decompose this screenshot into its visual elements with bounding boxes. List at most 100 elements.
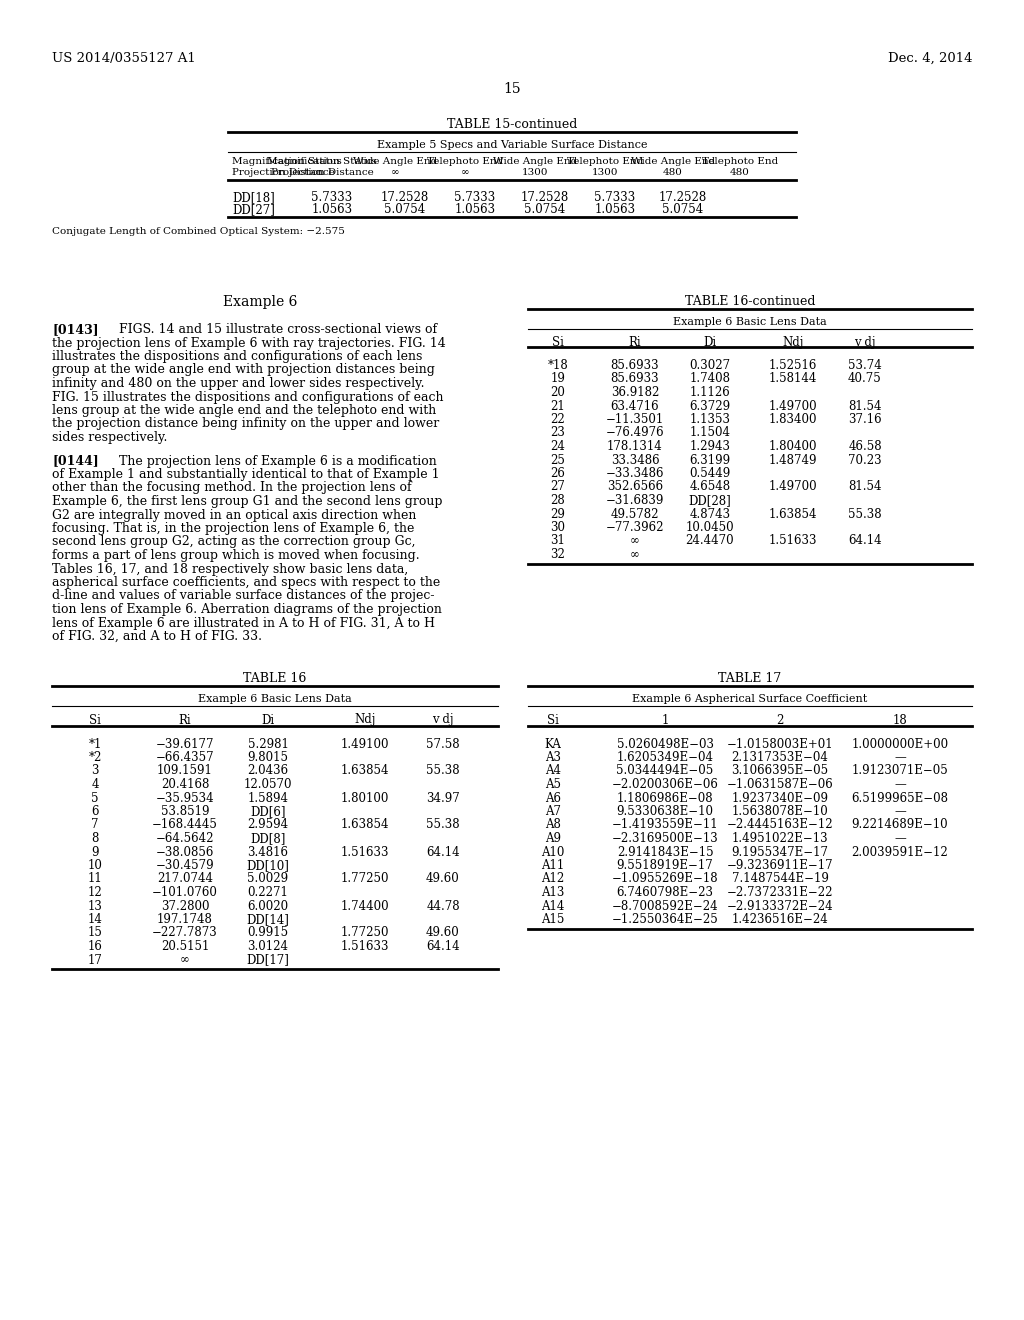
Text: −227.7873: −227.7873 xyxy=(153,927,218,940)
Text: 0.5449: 0.5449 xyxy=(689,467,731,480)
Text: 1.1353: 1.1353 xyxy=(689,413,730,426)
Text: 22: 22 xyxy=(551,413,565,426)
Text: aspherical surface coefficients, and specs with respect to the: aspherical surface coefficients, and spe… xyxy=(52,576,440,589)
Text: 5.0754: 5.0754 xyxy=(524,203,565,216)
Text: 33.3486: 33.3486 xyxy=(610,454,659,466)
Text: 9.5518919E−17: 9.5518919E−17 xyxy=(616,859,714,873)
Text: 12: 12 xyxy=(88,886,102,899)
Text: A6: A6 xyxy=(545,792,561,804)
Text: 6.7460798E−23: 6.7460798E−23 xyxy=(616,886,714,899)
Text: 4.8743: 4.8743 xyxy=(689,507,730,520)
Text: —: — xyxy=(894,805,906,818)
Text: Di: Di xyxy=(261,714,274,726)
Text: KA: KA xyxy=(545,738,561,751)
Text: Wide Angle End: Wide Angle End xyxy=(493,157,578,166)
Text: TABLE 15-continued: TABLE 15-continued xyxy=(446,117,578,131)
Text: A3: A3 xyxy=(545,751,561,764)
Text: 1.9123071E−05: 1.9123071E−05 xyxy=(852,764,948,777)
Text: 1.4951022E−13: 1.4951022E−13 xyxy=(732,832,828,845)
Text: −2.3169500E−13: −2.3169500E−13 xyxy=(611,832,719,845)
Text: Ndj: Ndj xyxy=(782,337,804,348)
Text: −30.4579: −30.4579 xyxy=(156,859,214,873)
Text: TABLE 16: TABLE 16 xyxy=(244,672,306,685)
Text: focusing. That is, in the projection lens of Example 6, the: focusing. That is, in the projection len… xyxy=(52,521,415,535)
Text: 1.51633: 1.51633 xyxy=(341,846,389,858)
Text: 1.0563: 1.0563 xyxy=(455,203,496,216)
Text: Projection Distance: Projection Distance xyxy=(270,168,374,177)
Text: 1.4236516E−24: 1.4236516E−24 xyxy=(731,913,828,927)
Text: 3.1066395E−05: 3.1066395E−05 xyxy=(731,764,828,777)
Text: 64.14: 64.14 xyxy=(426,940,460,953)
Text: −1.2550364E−25: −1.2550364E−25 xyxy=(611,913,719,927)
Text: Si: Si xyxy=(547,714,559,726)
Text: illustrates the dispositions and configurations of each lens: illustrates the dispositions and configu… xyxy=(52,350,422,363)
Text: infinity and 480 on the upper and lower sides respectively.: infinity and 480 on the upper and lower … xyxy=(52,378,425,389)
Text: FIGS. 14 and 15 illustrate cross-sectional views of: FIGS. 14 and 15 illustrate cross-section… xyxy=(106,323,437,337)
Text: 32: 32 xyxy=(551,548,565,561)
Text: 1.0563: 1.0563 xyxy=(595,203,636,216)
Text: 44.78: 44.78 xyxy=(426,899,460,912)
Text: 5.0344494E−05: 5.0344494E−05 xyxy=(616,764,714,777)
Text: 480: 480 xyxy=(664,168,683,177)
Text: US 2014/0355127 A1: US 2014/0355127 A1 xyxy=(52,51,196,65)
Text: A13: A13 xyxy=(542,886,564,899)
Text: −2.7372331E−22: −2.7372331E−22 xyxy=(727,886,834,899)
Text: Tables 16, 17, and 18 respectively show basic lens data,: Tables 16, 17, and 18 respectively show … xyxy=(52,562,409,576)
Text: 1.74400: 1.74400 xyxy=(341,899,389,912)
Text: −1.4193559E−11: −1.4193559E−11 xyxy=(611,818,718,832)
Text: −8.7008592E−24: −8.7008592E−24 xyxy=(611,899,718,912)
Text: Si: Si xyxy=(552,337,564,348)
Text: Ri: Ri xyxy=(629,337,641,348)
Text: [0144]: [0144] xyxy=(52,454,98,467)
Text: 6.3199: 6.3199 xyxy=(689,454,730,466)
Text: Telephoto End: Telephoto End xyxy=(427,157,503,166)
Text: 14: 14 xyxy=(88,913,102,927)
Text: 1.51633: 1.51633 xyxy=(769,535,817,548)
Text: TABLE 16-continued: TABLE 16-continued xyxy=(685,294,815,308)
Text: 20: 20 xyxy=(551,385,565,399)
Text: 5.0029: 5.0029 xyxy=(248,873,289,886)
Text: 4: 4 xyxy=(91,777,98,791)
Text: 55.38: 55.38 xyxy=(426,764,460,777)
Text: 1.1504: 1.1504 xyxy=(689,426,730,440)
Text: 2.0039591E−12: 2.0039591E−12 xyxy=(852,846,948,858)
Text: 1.48749: 1.48749 xyxy=(769,454,817,466)
Text: TABLE 17: TABLE 17 xyxy=(719,672,781,685)
Text: A12: A12 xyxy=(542,873,564,886)
Text: 2.9141843E−15: 2.9141843E−15 xyxy=(616,846,714,858)
Text: lens group at the wide angle end and the telephoto end with: lens group at the wide angle end and the… xyxy=(52,404,436,417)
Text: tion lens of Example 6. Aberration diagrams of the projection: tion lens of Example 6. Aberration diagr… xyxy=(52,603,442,616)
Text: 178.1314: 178.1314 xyxy=(607,440,663,453)
Text: 1.9237340E−09: 1.9237340E−09 xyxy=(731,792,828,804)
Text: 53.8519: 53.8519 xyxy=(161,805,209,818)
Text: 1.83400: 1.83400 xyxy=(769,413,817,426)
Text: 40.75: 40.75 xyxy=(848,372,882,385)
Text: The projection lens of Example 6 is a modification: The projection lens of Example 6 is a mo… xyxy=(106,454,437,467)
Text: other than the focusing method. In the projection lens of: other than the focusing method. In the p… xyxy=(52,482,412,495)
Text: 1300: 1300 xyxy=(592,168,618,177)
Text: 15: 15 xyxy=(503,82,521,96)
Text: 5.0754: 5.0754 xyxy=(384,203,426,216)
Text: −101.0760: −101.0760 xyxy=(152,886,218,899)
Text: ∞: ∞ xyxy=(180,953,189,966)
Text: 10: 10 xyxy=(88,859,102,873)
Text: −35.9534: −35.9534 xyxy=(156,792,214,804)
Text: d-line and values of variable surface distances of the projec-: d-line and values of variable surface di… xyxy=(52,590,434,602)
Text: Example 6: Example 6 xyxy=(223,294,297,309)
Text: 1.51633: 1.51633 xyxy=(341,940,389,953)
Text: *1: *1 xyxy=(88,738,101,751)
Text: A10: A10 xyxy=(542,846,564,858)
Text: DD[8]: DD[8] xyxy=(250,832,286,845)
Text: 55.38: 55.38 xyxy=(426,818,460,832)
Text: 1: 1 xyxy=(662,714,669,726)
Text: 24.4470: 24.4470 xyxy=(686,535,734,548)
Text: 1.5894: 1.5894 xyxy=(248,792,289,804)
Text: 1.7408: 1.7408 xyxy=(689,372,730,385)
Text: Ri: Ri xyxy=(178,714,191,726)
Text: Ndj: Ndj xyxy=(354,714,376,726)
Text: A9: A9 xyxy=(545,832,561,845)
Text: 15: 15 xyxy=(88,927,102,940)
Text: 17.2528: 17.2528 xyxy=(658,191,708,205)
Text: 1.1126: 1.1126 xyxy=(689,385,730,399)
Text: Magnification Status: Magnification Status xyxy=(267,157,377,166)
